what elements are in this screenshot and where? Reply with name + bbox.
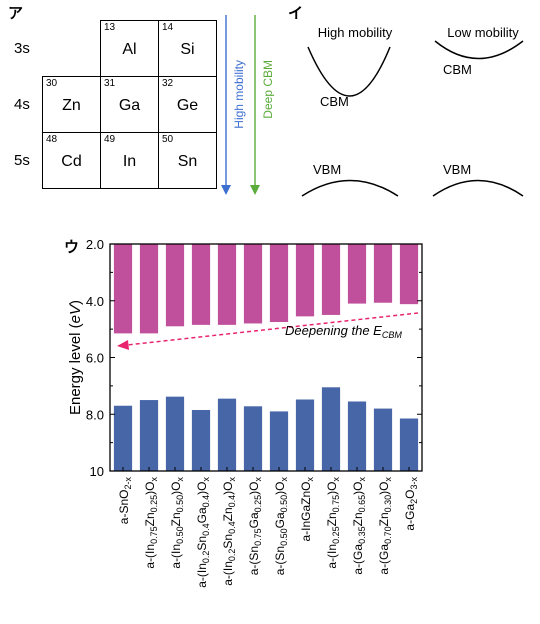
y-tick-label: 6.0 xyxy=(86,351,104,366)
atomic-number: 32 xyxy=(162,78,174,89)
vbm-curve-low xyxy=(432,179,524,197)
x-category-label: a-(In0.75Zn0.25)Ox xyxy=(143,477,159,569)
cbm-curve-high xyxy=(307,46,391,97)
element-cell-sn: 50 Sn xyxy=(158,132,217,189)
cbm-bar xyxy=(113,244,133,334)
element-symbol: Si xyxy=(180,41,195,58)
element-cell-ga: 31 Ga xyxy=(100,76,159,133)
panel-label-c: ウ xyxy=(64,238,80,256)
atomic-number: 48 xyxy=(46,134,58,145)
panel-label-b: イ xyxy=(288,4,304,22)
x-category-label: a-SnO2-x xyxy=(117,477,133,525)
vbm-bar xyxy=(269,411,289,471)
cbm-bar xyxy=(295,244,315,317)
deep-cbm-arrow: Deep CBM xyxy=(250,15,274,195)
vbm-bar xyxy=(321,387,341,471)
vbm-bar xyxy=(139,400,159,471)
y-tick-label: 2.0 xyxy=(86,237,104,252)
atomic-number: 31 xyxy=(104,78,116,89)
cbm-bar xyxy=(269,244,289,323)
row-label-4s: 4s xyxy=(14,96,30,113)
low-mobility-title: Low mobility xyxy=(447,25,519,40)
element-symbol: Ge xyxy=(176,97,199,114)
cbm-bar xyxy=(347,244,367,304)
vbm-bar xyxy=(243,406,263,471)
high-mobility-label: High mobility xyxy=(232,60,246,129)
cbm-bar xyxy=(139,244,159,334)
x-category-label: a-(In0.25Zn0.75)Ox xyxy=(325,477,341,569)
x-category-label: a-(In0.2Sn0.4Ga0.4)Ox xyxy=(195,477,211,588)
x-category-label: a-(In0.50Zn0.50)Ox xyxy=(169,477,185,569)
vbm-bar xyxy=(113,405,133,471)
atomic-number: 14 xyxy=(162,22,174,33)
element-cell-ge: 32 Ge xyxy=(158,76,217,133)
y-tick-label: 10 xyxy=(90,464,104,479)
cbm-bar xyxy=(321,244,341,315)
x-category-label: a-Ga2O3-x xyxy=(403,477,419,531)
atomic-number: 50 xyxy=(162,134,174,145)
cbm-curve-low xyxy=(434,40,524,60)
cbm-bar xyxy=(191,244,211,325)
atomic-number: 30 xyxy=(46,78,58,89)
high-mobility-title: High mobility xyxy=(318,25,393,40)
row-label-3s: 3s xyxy=(14,40,30,57)
trend-arrows: High mobility Deep CBM xyxy=(221,15,274,195)
deepening-annotation: Deepening the ECBM xyxy=(285,323,402,340)
cbm-bar xyxy=(217,244,237,325)
element-symbol: Sn xyxy=(177,153,198,170)
vbm-bar xyxy=(165,396,185,471)
vbm-bar xyxy=(399,418,419,471)
y-tick-label: 8.0 xyxy=(86,407,104,422)
x-category-label: a-(Ga0.35Zn0.65)Ox xyxy=(351,477,367,575)
cbm-label-low: CBM xyxy=(443,62,472,77)
y-axis-label: Energy level (eV) xyxy=(67,300,84,415)
vbm-bar xyxy=(191,409,211,471)
element-symbol: Cd xyxy=(61,153,82,170)
vbm-bar xyxy=(347,401,367,471)
element-symbol: In xyxy=(122,153,137,170)
element-cell-in: 49 In xyxy=(100,132,159,189)
element-symbol: Zn xyxy=(62,97,81,114)
panel-label-a: ア xyxy=(8,4,24,22)
atomic-number: 49 xyxy=(104,134,116,145)
element-symbol: Al xyxy=(122,41,137,58)
vbm-bar xyxy=(373,408,393,471)
element-cell-cd: 48 Cd xyxy=(42,132,101,189)
x-category-label: a-(In0.2Sn0.4Zn0.4)Ox xyxy=(221,477,237,586)
deepening-arrow-head xyxy=(117,340,129,350)
y-tick-label: 4.0 xyxy=(86,294,104,309)
vbm-bar xyxy=(217,398,237,471)
cbm-bar xyxy=(373,244,393,303)
row-label-5s: 5s xyxy=(14,152,30,169)
cbm-label-high: CBM xyxy=(320,94,349,109)
high-mobility-arrow: High mobility xyxy=(221,15,246,195)
element-symbol: Ga xyxy=(118,97,141,114)
band-diagram: High mobility Low mobility CBM CBM VBM V… xyxy=(301,25,524,197)
cbm-bar xyxy=(243,244,263,324)
element-cell-si: 14 Si xyxy=(158,20,217,77)
x-category-label: a-(Sn0.50Ga0.50)Ox xyxy=(273,477,289,576)
vbm-curve-high xyxy=(301,179,399,197)
cbm-bar xyxy=(399,244,419,305)
atomic-number: 13 xyxy=(104,22,116,33)
x-category-label: a-(Ga0.70Zn0.30)Ox xyxy=(377,477,393,575)
vbm-label-high: VBM xyxy=(313,162,341,177)
x-category-label: a-(Sn0.75Ga0.25)Ox xyxy=(247,477,263,576)
vbm-bar xyxy=(295,399,315,471)
vbm-label-low: VBM xyxy=(443,162,471,177)
x-category-label: a-InGaZnOx xyxy=(299,477,315,542)
deep-cbm-label: Deep CBM xyxy=(261,60,274,119)
cbm-bar xyxy=(165,244,185,327)
